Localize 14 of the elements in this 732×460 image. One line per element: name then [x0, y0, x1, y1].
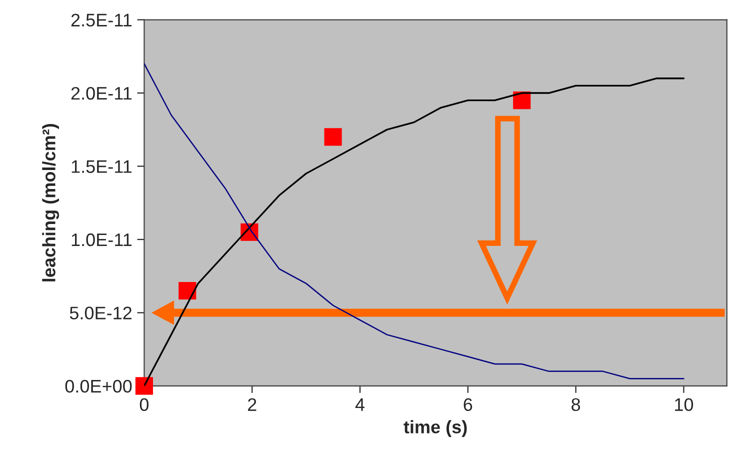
y-tick-label: 2.0E-11: [71, 86, 132, 100]
y-tick-label: 1.0E-11: [72, 233, 132, 246]
x-axis-title: time (s): [404, 420, 467, 437]
y-tick-label: 1.5E-11: [72, 160, 132, 173]
y-tick-label: 0.0E+00: [65, 380, 132, 393]
x-tick-label: 10: [675, 398, 694, 412]
x-tick-label: 2: [248, 398, 256, 411]
y-axis-title: leaching (mol/cm²): [42, 124, 60, 282]
x-tick-label: 4: [355, 398, 364, 411]
x-tick-label: 6: [464, 398, 472, 412]
x-tick-label: 0: [140, 398, 149, 412]
y-tick-label: 5.0E-12: [70, 306, 132, 320]
x-tick-label: 8: [572, 398, 580, 412]
y-tick-label: 2.5E-11: [71, 14, 132, 26]
